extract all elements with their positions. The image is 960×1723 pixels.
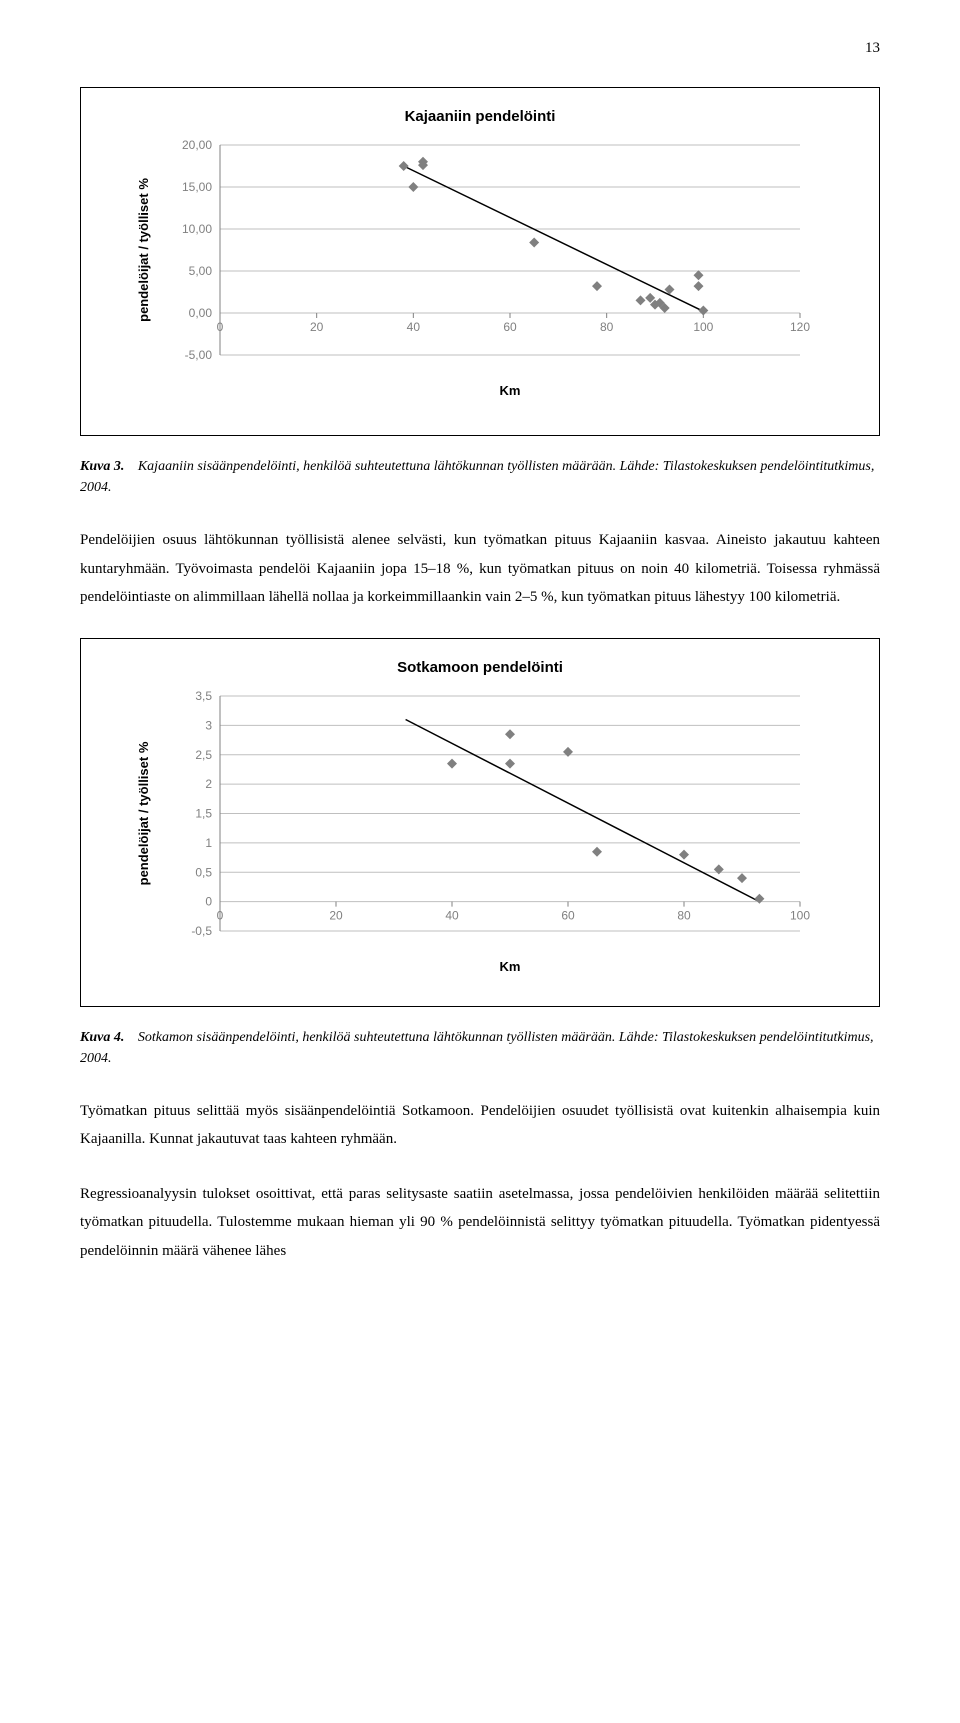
svg-text:100: 100 [693,320,713,334]
caption2-text: Sotkamon sisäänpendelöinti, henkilöä suh… [80,1030,874,1066]
svg-text:0,5: 0,5 [195,865,212,879]
para2: Työmatkan pituus selittää myös sisäänpen… [80,1097,880,1154]
svg-text:60: 60 [561,908,575,922]
svg-text:Km: Km [500,959,521,974]
svg-text:3,5: 3,5 [195,689,212,703]
chart1-box: Kajaaniin pendelöinti 0 20 40 60 80 100 120 -5,… [80,87,880,436]
svg-text:Km: Km [500,383,521,398]
para3: Regressioanalyysin tulokset osoittivat, … [80,1180,880,1266]
chart1-svg: 0 20 40 60 80 100 120 -5,00 0,00 5,00 10,00 15,00 20… [130,135,830,415]
page-number: 13 [80,40,880,57]
svg-text:0: 0 [217,320,224,334]
svg-text:2: 2 [205,777,212,791]
chart2-box: Sotkamoon pendelöinti 020406080100-0,500… [80,638,880,1007]
svg-text:1: 1 [205,835,212,849]
caption1-label: Kuva 3. [80,459,124,474]
caption1-text: Kajaaniin sisäänpendelöinti, henkilöä su… [80,459,874,495]
svg-text:60: 60 [503,320,517,334]
svg-text:0: 0 [205,894,212,908]
svg-text:3: 3 [205,718,212,732]
svg-text:pendelöijat / työlliset %: pendelöijat / työlliset % [136,741,151,885]
caption1: Kuva 3. Kajaaniin sisäänpendelöinti, hen… [80,456,880,498]
chart2-svg: 0 20 40 60 80 100 -0,5 0 0,5 1 1,5 2 2,5 3 3,5 Km pendel… [130,686,830,986]
svg-text:0,00: 0,00 [189,306,213,320]
svg-text:100: 100 [790,908,810,922]
para1: Pendelöijien osuus lähtökunnan työllisis… [80,526,880,612]
svg-text:40: 40 [407,320,421,334]
svg-text:0: 0 [217,908,224,922]
svg-text:20,00: 20,00 [182,138,212,152]
svg-text:pendelöijat / työlliset %: pendelöijat / työlliset % [136,178,151,322]
svg-text:40: 40 [445,908,459,922]
caption2: Kuva 4. Sotkamon sisäänpendelöinti, henk… [80,1027,880,1069]
chart2-title: Sotkamoon pendelöinti [111,659,849,676]
svg-text:5,00: 5,00 [189,264,213,278]
svg-text:10,00: 10,00 [182,222,212,236]
svg-text:80: 80 [600,320,614,334]
svg-text:80: 80 [677,908,691,922]
svg-text:20: 20 [329,908,343,922]
chart1-title: Kajaaniin pendelöinti [111,108,849,125]
svg-text:-0,5: -0,5 [191,924,212,938]
svg-text:2,5: 2,5 [195,747,212,761]
svg-text:-5,00: -5,00 [185,348,213,362]
caption2-label: Kuva 4. [80,1030,124,1045]
svg-text:20: 20 [310,320,324,334]
svg-text:1,5: 1,5 [195,806,212,820]
svg-text:120: 120 [790,320,810,334]
svg-text:15,00: 15,00 [182,180,212,194]
